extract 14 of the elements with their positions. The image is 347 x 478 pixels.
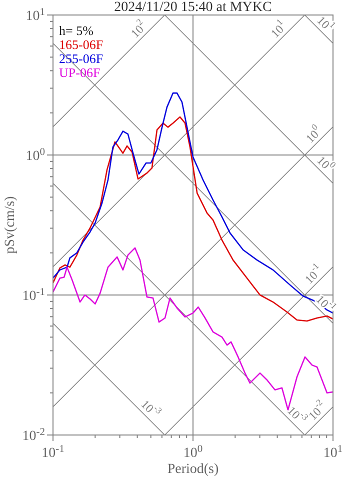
annotation: h= 5%	[59, 23, 94, 38]
x-tick-label: 10$^{0}$	[183, 444, 203, 461]
y-axis-title: pSv(cm/s)	[3, 196, 18, 254]
x-tick-label: 10$^{1}$	[323, 444, 343, 461]
x-axis-title: Period(s)	[167, 462, 219, 477]
x-tick-label: 10$^{-1}$	[42, 444, 64, 461]
chart-title: 2024/11/20 15:40 at MYKC	[114, 0, 272, 15]
y-tick-label: 10$^{0}$	[26, 146, 45, 164]
text: 165-06F	[59, 37, 104, 52]
y-tick-label: 10$^{-1}$	[22, 286, 45, 304]
y-tick-label: 10$^{-2}$	[22, 426, 45, 444]
text: UP-06F	[59, 65, 100, 80]
y-tick-label: 10$^{1}$	[26, 6, 45, 24]
text: 255-06F	[59, 51, 104, 66]
